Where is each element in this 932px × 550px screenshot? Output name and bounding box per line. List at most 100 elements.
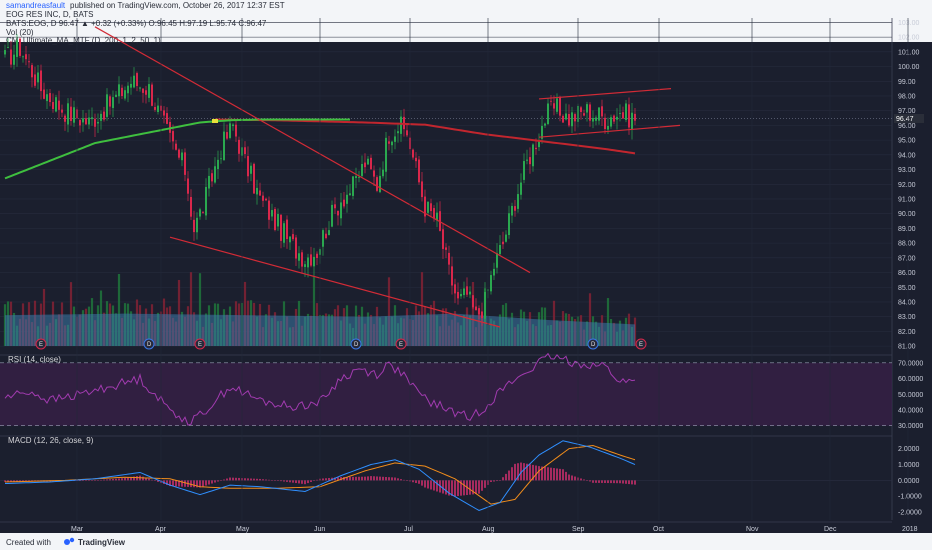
candle-body	[196, 217, 198, 233]
time-tick-label: Mar	[71, 526, 84, 533]
candle-body	[532, 144, 534, 167]
macd-histogram-bar	[97, 480, 99, 481]
macd-histogram-bar	[391, 477, 393, 481]
price-tick-label: 100.00	[898, 64, 920, 71]
symbol-line: EOG RES INC, D, BATS	[6, 10, 93, 19]
macd-histogram-bar	[388, 477, 390, 481]
macd-histogram-bar	[448, 480, 450, 496]
candle-body	[460, 293, 462, 297]
trendline	[169, 236, 501, 328]
candle-body	[292, 234, 294, 240]
price-tick-label: 84.00	[898, 299, 916, 306]
candle-body	[163, 110, 165, 116]
macd-histogram-bar	[451, 480, 453, 496]
macd-histogram-bar	[274, 480, 276, 481]
candle-body	[52, 102, 54, 109]
candle-body	[499, 245, 501, 255]
candle-body	[181, 152, 183, 161]
event-label: D	[147, 342, 152, 348]
candle-body	[412, 149, 414, 158]
time-tick-label: Nov	[746, 526, 759, 533]
tradingview-brand[interactable]: TradingView	[78, 538, 126, 547]
candle-body	[139, 87, 141, 89]
tradingview-logo-icon	[64, 537, 75, 545]
event-label: E	[198, 342, 202, 348]
candle-body	[91, 117, 93, 120]
candle-body	[133, 75, 135, 88]
macd-histogram-bar	[421, 480, 423, 486]
macd-histogram-bar	[592, 480, 594, 483]
candle-body	[187, 178, 189, 194]
macd-histogram-bar	[259, 478, 261, 481]
candle-body	[124, 90, 126, 99]
candle-body	[586, 104, 588, 113]
time-tick-label: Oct	[653, 526, 664, 533]
candle-body	[484, 292, 486, 319]
macd-histogram-bar	[568, 474, 570, 481]
macd-pane: 2.0000 1.0000 0.0000 -1.0000 -2.0000	[0, 435, 922, 517]
price-tick-label: 88.00	[898, 241, 916, 248]
macd-histogram-bar	[499, 480, 501, 481]
macd-histogram-bar	[361, 476, 363, 481]
macd-histogram-bar	[166, 480, 168, 486]
macd-histogram-bar	[175, 480, 177, 487]
macd-histogram-bar	[340, 477, 342, 481]
candle-body	[529, 157, 531, 165]
macd-histogram-bar	[616, 480, 618, 484]
time-tick-label: Apr	[155, 526, 167, 533]
indicator-ma: CM_Ultimate_MA_MTF (D, 200, 1, 2, 50, 1)	[6, 36, 161, 45]
macd-histogram-bar	[208, 480, 210, 485]
macd-histogram-bar	[556, 468, 558, 481]
volume-bar	[588, 293, 592, 346]
macd-histogram-bar	[601, 480, 603, 483]
price-tick-label: 95.00	[898, 138, 916, 145]
macd-histogram-bar	[181, 480, 183, 487]
macd-histogram-bar	[118, 478, 120, 481]
candle-body	[448, 252, 450, 265]
price-pane: 103.00102.00101.00100.0099.0098.0097.009…	[0, 18, 924, 520]
volume-bar	[177, 279, 181, 346]
candle-body	[583, 113, 585, 116]
price-tick-label: 86.00	[898, 270, 916, 277]
candle-body	[394, 136, 396, 142]
candle-body	[97, 121, 99, 124]
price-tick-label: 91.00	[898, 196, 916, 203]
macd-histogram-bar	[463, 480, 465, 496]
last-price-label: 96.47	[896, 116, 914, 123]
macd-histogram-bar	[292, 480, 294, 483]
macd-histogram-bar	[82, 480, 84, 481]
quote-line: BATS:EOG, D 96.47 ▲ +0.32 (+0.33%) O:96.…	[6, 19, 267, 28]
candle-body	[136, 73, 138, 87]
macd-histogram-bar	[232, 477, 234, 481]
candle-body	[202, 212, 204, 214]
macd-histogram-bar	[559, 468, 561, 481]
price-tick-label: 92.00	[898, 182, 916, 189]
macd-histogram-bar	[634, 480, 636, 485]
macd-histogram-bar	[631, 480, 633, 485]
candle-body	[157, 105, 159, 112]
candle-body	[595, 117, 597, 121]
candle-body	[445, 247, 447, 250]
macd-histogram-bar	[532, 464, 534, 481]
rsi-tick-label: 60.0000	[898, 376, 923, 383]
macd-histogram-bar	[379, 476, 381, 481]
macd-histogram-bar	[571, 475, 573, 481]
macd-histogram-bar	[298, 480, 300, 484]
candle-body	[184, 152, 186, 175]
price-tick-label: 102.00	[898, 35, 920, 42]
volume-bar	[420, 272, 424, 346]
candle-body	[508, 213, 510, 236]
macd-histogram-bar	[517, 463, 519, 481]
macd-histogram-bar	[310, 480, 312, 482]
author-link[interactable]: samandreasfault	[6, 1, 66, 10]
macd-histogram-bar	[256, 478, 258, 481]
event-label: D	[591, 342, 596, 348]
candle-body	[85, 118, 87, 125]
candle-body	[175, 143, 177, 150]
candle-body	[166, 113, 168, 124]
indicator-vol: Vol (20)	[6, 28, 34, 37]
event-marker	[194, 338, 206, 350]
volume-bar	[606, 298, 610, 346]
candle-body	[106, 94, 108, 117]
candle-body	[226, 132, 228, 139]
